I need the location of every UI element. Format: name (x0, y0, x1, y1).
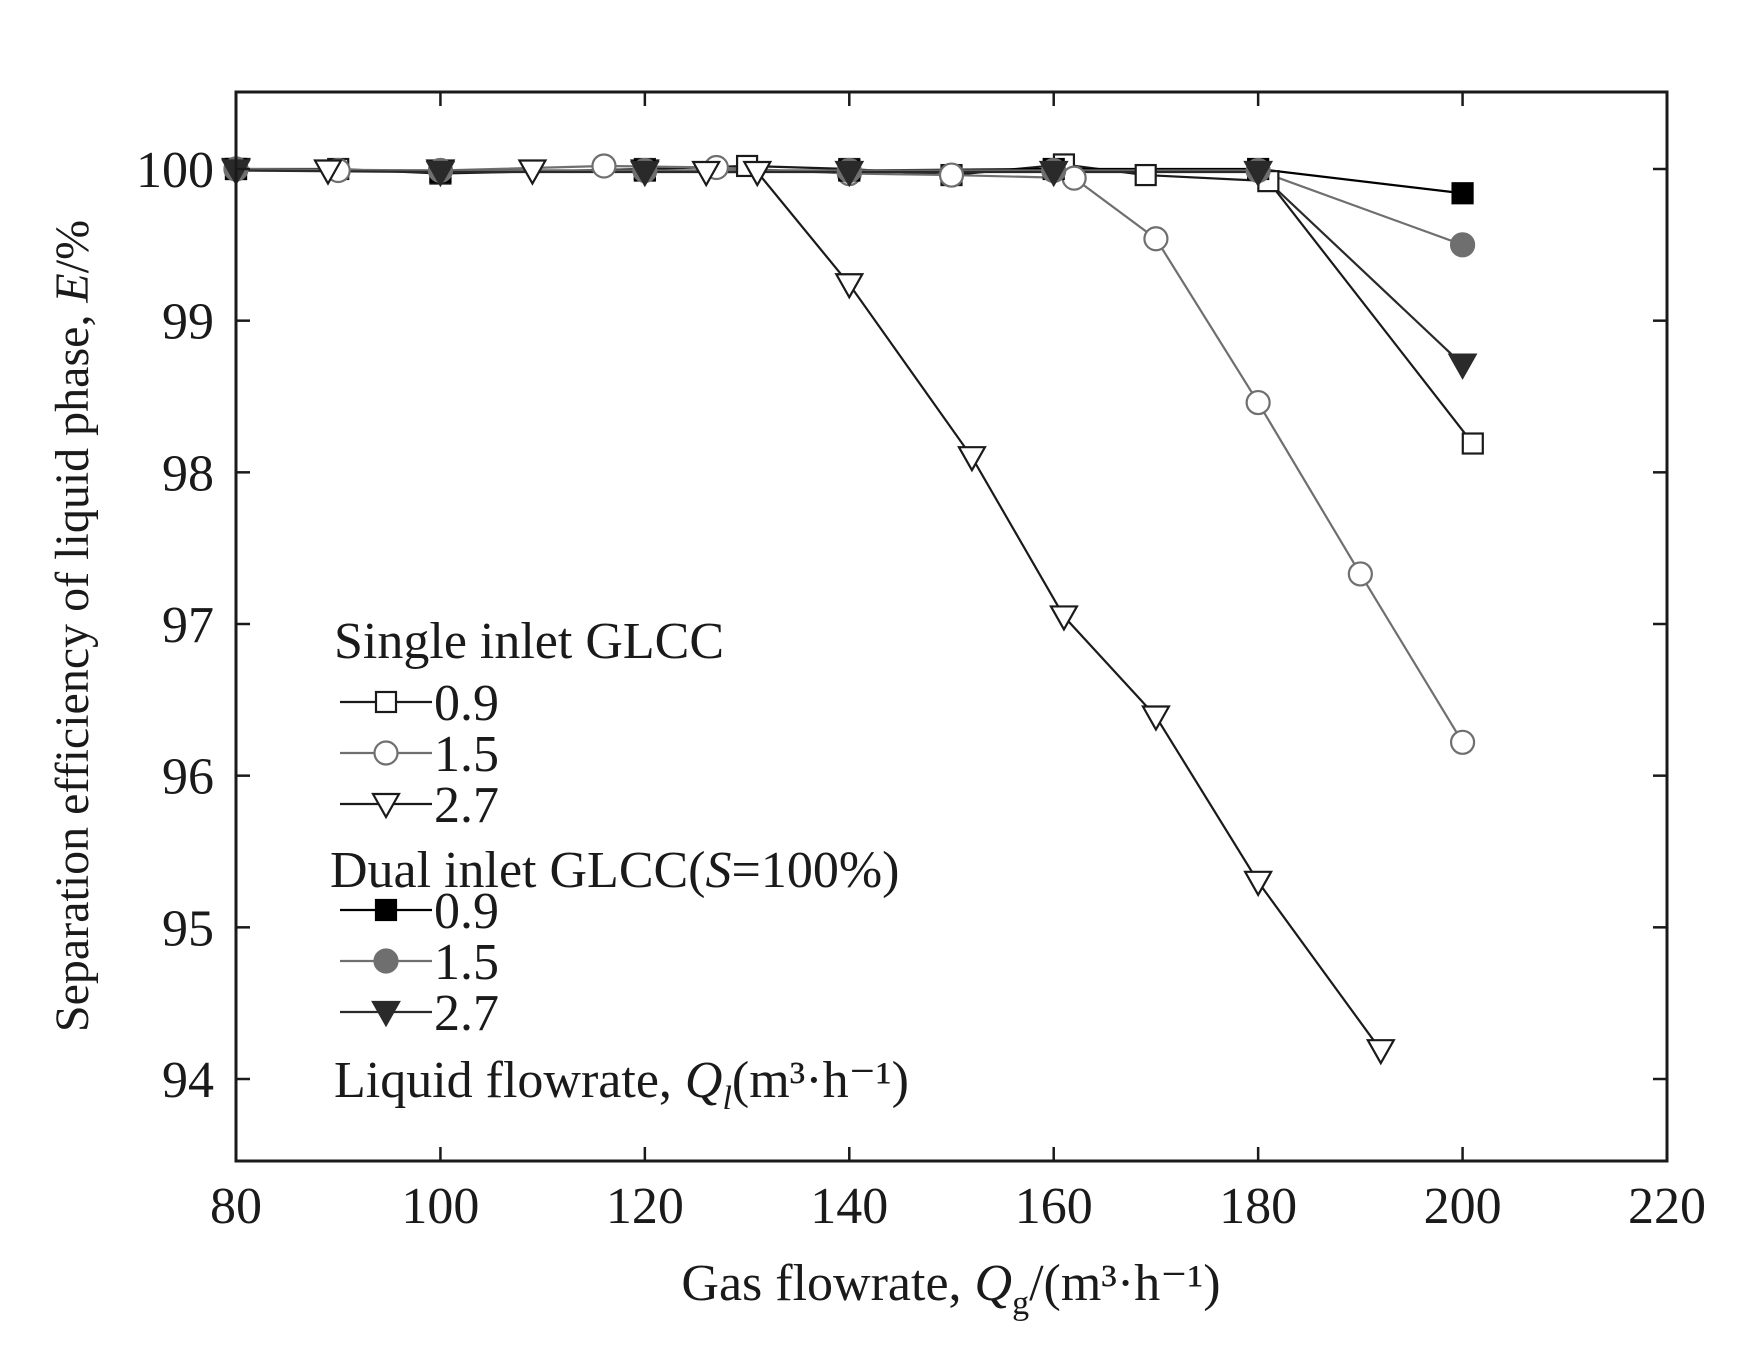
y-axis-label-prefix: Separation efficiency of liquid phase, (46, 303, 99, 1033)
point-single-0.9-8 (1134, 163, 1157, 187)
x-axis-label-sub: g (1012, 1285, 1029, 1322)
legend-dual-items: 0.91.52.7 (340, 883, 499, 1042)
legend-label-dual-2.7: 2.7 (434, 985, 499, 1042)
point-single-1.5-9 (1245, 389, 1271, 416)
x-axis-label: Gas flowrate, Qg/(m³·h⁻¹) (681, 1255, 1220, 1322)
y-tick-label-99: 99 (162, 294, 214, 351)
legend-dual-title-prefix: Dual inlet GLCC( (330, 842, 706, 899)
x-axis-label-unit: /(m³·h⁻¹) (1029, 1255, 1220, 1312)
legend-marker-single-0.9 (374, 690, 398, 714)
point-dual-2.7-2 (629, 160, 660, 188)
point-single-2.7-3 (517, 159, 548, 186)
x-tick-label-80: 80 (210, 1178, 262, 1235)
legend-marker-dual-2.7 (371, 1000, 401, 1028)
point-dual-0.9-6 (1451, 182, 1474, 205)
x-tick-label-220: 220 (1628, 1178, 1706, 1235)
axis-ticks (234, 92, 1669, 1161)
legend-single-items: 0.91.52.7 (340, 675, 499, 834)
y-tick-label-98: 98 (162, 445, 214, 502)
x-tick-label-160: 160 (1015, 1178, 1093, 1235)
y-tick-label-100: 100 (136, 142, 214, 199)
point-single-1.5-8 (1143, 226, 1169, 252)
series-layer (221, 153, 1484, 1066)
point-single-1.5-6 (938, 162, 965, 188)
legend-marker-dual-1.5 (373, 948, 399, 974)
legend-label-single-2.7: 2.7 (434, 777, 499, 834)
legend-label-dual-0.9: 0.9 (434, 883, 499, 940)
legend-marker-single-2.7 (371, 792, 401, 820)
y-tick-label-96: 96 (162, 749, 214, 806)
legend-dual-title-var: S (706, 842, 732, 899)
point-single-1.5-10 (1347, 561, 1373, 587)
point-single-1.5-11 (1449, 729, 1476, 755)
point-single-2.7-9 (1049, 605, 1079, 632)
y-tick-label-95: 95 (162, 900, 214, 957)
x-tick-label-140: 140 (810, 1178, 888, 1235)
legend-marker-single-1.5 (373, 740, 399, 766)
legend-label-single-0.9: 0.9 (434, 675, 499, 732)
point-single-2.7-5 (691, 160, 722, 188)
y-axis-label-var: E (46, 273, 99, 303)
y-axis-label: Separation efficiency of liquid phase, E… (46, 220, 99, 1032)
x-axis-label-var: Q (975, 1255, 1013, 1312)
legend-footer-prefix: Liquid flowrate, (334, 1052, 685, 1109)
point-single-1.5-3 (591, 153, 617, 179)
point-single-2.7-1 (313, 159, 343, 186)
legend: Single inlet GLCC 0.91.52.7 Dual inlet G… (330, 613, 909, 1117)
y-tick-label-94: 94 (162, 1052, 214, 1109)
y-axis-label-unit: /% (46, 220, 99, 273)
legend-footer-unit: (m³·h⁻¹) (732, 1052, 909, 1109)
legend-marker-dual-0.9 (374, 898, 398, 922)
x-axis-label-prefix: Gas flowrate, (681, 1255, 974, 1312)
series-line-single-2.7 (235, 167, 1382, 1051)
point-single-2.7-7 (834, 273, 865, 300)
x-tick-label-100: 100 (401, 1178, 479, 1235)
legend-dual-title-suffix: =100%) (732, 842, 900, 899)
point-dual-2.7-3 (834, 160, 865, 188)
legend-label-single-1.5: 1.5 (434, 726, 499, 783)
point-dual-2.7-1 (425, 160, 456, 188)
legend-footer: Liquid flowrate, Ql(m³·h⁻¹) (334, 1052, 909, 1117)
point-single-2.7-6 (742, 160, 773, 188)
legend-group-single-title: Single inlet GLCC (334, 613, 724, 670)
y-tick-label-97: 97 (162, 597, 214, 654)
legend-label-dual-1.5: 1.5 (434, 934, 499, 991)
legend-footer-sub: l (722, 1080, 731, 1117)
point-single-2.7-11 (1243, 870, 1274, 898)
x-tick-label-120: 120 (606, 1178, 684, 1235)
legend-group-dual-title: Dual inlet GLCC(S=100%) (330, 842, 899, 899)
point-dual-2.7-6 (1447, 353, 1478, 380)
point-single-2.7-12 (1365, 1039, 1396, 1066)
point-single-2.7-10 (1141, 705, 1171, 732)
point-single-2.7-8 (957, 446, 987, 473)
x-tick-label-180: 180 (1219, 1178, 1297, 1235)
point-dual-2.7-5 (1243, 160, 1274, 188)
point-dual-2.7-4 (1038, 160, 1069, 188)
series-line-dual-2.7 (235, 169, 1464, 366)
x-tick-label-200: 200 (1424, 1178, 1502, 1235)
series-line-single-0.9 (236, 163, 1474, 445)
point-single-0.9-10 (1461, 432, 1484, 455)
plot-area-frame (234, 90, 1669, 1163)
tick-labels: 80 100 120 140 160 180 200 220 94 95 96 97 98 99 100 (136, 142, 1706, 1235)
legend-footer-var: Q (685, 1052, 723, 1109)
point-dual-1.5-6 (1449, 232, 1476, 258)
